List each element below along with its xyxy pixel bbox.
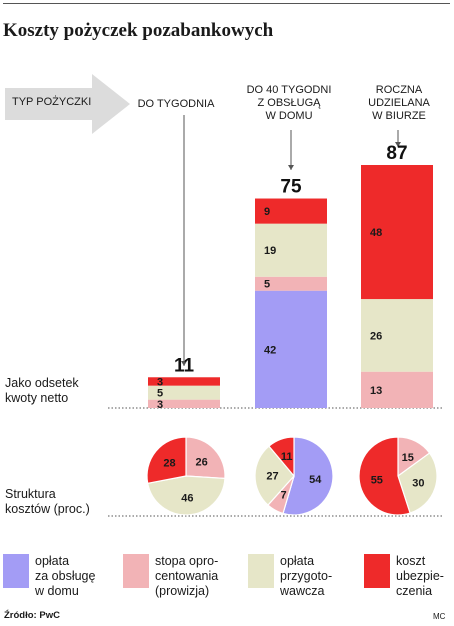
legend-label-line: w domu bbox=[35, 584, 79, 598]
legend-label-line: opłata bbox=[35, 554, 70, 568]
bar-segment-service bbox=[255, 290, 327, 408]
legend-swatch bbox=[248, 554, 274, 588]
category-pointer-head bbox=[181, 361, 187, 366]
chart-title: Koszty pożyczek pozabankowych bbox=[3, 20, 274, 41]
category-pointers bbox=[181, 115, 401, 366]
pie-slice-label: 46 bbox=[181, 492, 193, 504]
category-label-3-line: ROCZNA bbox=[375, 84, 423, 96]
bar-segment-label: 26 bbox=[370, 330, 382, 342]
pies-side-label-line: Struktura bbox=[5, 487, 56, 501]
category-label-1: DO TYGODNIA bbox=[128, 98, 224, 111]
author-credit: MC bbox=[433, 612, 446, 621]
bar-total-label: 87 bbox=[386, 143, 407, 164]
bar-segment-prep bbox=[148, 385, 220, 400]
bar-segment-label: 42 bbox=[264, 344, 276, 356]
legend-swatch bbox=[123, 554, 149, 588]
category-label-3: ROCZNA UDZIELANA W BIURZE bbox=[352, 84, 446, 123]
bars-side-label: Jako odsetek kwoty netto bbox=[5, 376, 79, 406]
legend-swatch bbox=[364, 554, 390, 588]
pie-slice-insurance bbox=[358, 436, 411, 516]
category-label-2-line: DO 40 TYGODNI bbox=[246, 84, 332, 96]
legend-label: opłata przygoto- wawcza bbox=[280, 554, 332, 599]
bar-segment-label: 48 bbox=[370, 227, 382, 239]
legend-label-line: ubezpie- bbox=[396, 569, 444, 583]
legend-label: koszt ubezpie- czenia bbox=[396, 554, 444, 599]
bar-segment-prep bbox=[361, 299, 433, 372]
bar-segment-label: 5 bbox=[157, 388, 163, 400]
top-rule bbox=[3, 3, 450, 4]
category-pointer-head bbox=[288, 165, 294, 170]
legend-label: opłata za obsługę w domu bbox=[35, 554, 95, 599]
bar-total-label: 75 bbox=[280, 177, 302, 198]
bar-segment-interest bbox=[255, 276, 327, 291]
bar-segment-label: 3 bbox=[157, 399, 163, 411]
pie-slice-label: 15 bbox=[402, 452, 414, 464]
category-label-3-line: W BIURZE bbox=[372, 110, 426, 122]
pie-slice-prep bbox=[254, 445, 295, 506]
pie-slice-insurance bbox=[268, 436, 295, 478]
pies-side-label: Struktura kosztów (proc.) bbox=[5, 487, 90, 517]
bar-segment-insurance bbox=[148, 377, 220, 386]
bar-segment-interest bbox=[148, 399, 220, 408]
pie-slice-service bbox=[282, 436, 334, 516]
bar-segment-insurance bbox=[361, 165, 433, 300]
legend-label-line: (prowizja) bbox=[155, 584, 210, 598]
pie-slice-label: 28 bbox=[163, 457, 175, 469]
pie-slice-label: 27 bbox=[266, 471, 278, 483]
pie-slice-label: 30 bbox=[412, 478, 424, 490]
bar-segment-insurance bbox=[255, 198, 327, 224]
bar-segment-prep bbox=[255, 223, 327, 277]
source-note: Źródło: PwC bbox=[4, 610, 60, 621]
legend-label-line: przygoto- bbox=[280, 569, 333, 583]
legend-label-line: wawcza bbox=[280, 584, 325, 598]
pie-slice-insurance bbox=[146, 436, 187, 485]
category-label-3-line: UDZIELANA bbox=[368, 97, 430, 109]
bar-total-label: 11 bbox=[174, 355, 195, 376]
type-arrow bbox=[5, 74, 130, 134]
legend-label-line: koszt bbox=[396, 554, 426, 568]
category-label-2-line: W DOMU bbox=[265, 110, 313, 122]
category-label-1-line: DO TYGODNIA bbox=[137, 98, 215, 110]
category-pointer-head bbox=[395, 142, 401, 147]
bar-segment-label: 5 bbox=[264, 279, 270, 291]
legend-label-line: centowania bbox=[155, 569, 219, 583]
bars-side-label-line: kwoty netto bbox=[5, 391, 69, 405]
type-label: TYP POŻYCZKI bbox=[12, 96, 92, 108]
bar-segment-label: 13 bbox=[370, 385, 382, 397]
bar-segment-interest bbox=[361, 371, 433, 408]
bar-segment-label: 3 bbox=[157, 376, 163, 388]
pie-slice-interest bbox=[185, 436, 226, 480]
pie-slice-prep bbox=[397, 452, 438, 514]
legend-label: stopa opro- centowania (prowizja) bbox=[155, 554, 218, 599]
pie-slice-label: 55 bbox=[371, 474, 383, 486]
pie-slice-label: 11 bbox=[281, 451, 293, 463]
pie-slice-label: 54 bbox=[309, 474, 322, 486]
legend-swatch bbox=[3, 554, 29, 588]
legend-label-line: opłata bbox=[280, 554, 315, 568]
bars-side-label-line: Jako odsetek bbox=[5, 376, 79, 390]
legend-label-line: stopa opro- bbox=[155, 554, 219, 568]
pies-side-label-line: kosztów (proc.) bbox=[5, 502, 90, 516]
category-label-2: DO 40 TYGODNI Z OBSŁUGĄ W DOMU bbox=[232, 84, 346, 123]
pie-slice-prep bbox=[146, 475, 226, 516]
pie-slice-label: 7 bbox=[281, 490, 287, 502]
bar-segment-label: 19 bbox=[264, 245, 276, 257]
pie-slice-label: 26 bbox=[196, 456, 208, 468]
category-label-2-line: Z OBSŁUGĄ bbox=[257, 97, 321, 109]
legend-label-line: za obsługę bbox=[35, 569, 96, 583]
bar-segment-label: 9 bbox=[264, 206, 270, 218]
legend-label-line: czenia bbox=[396, 584, 433, 598]
